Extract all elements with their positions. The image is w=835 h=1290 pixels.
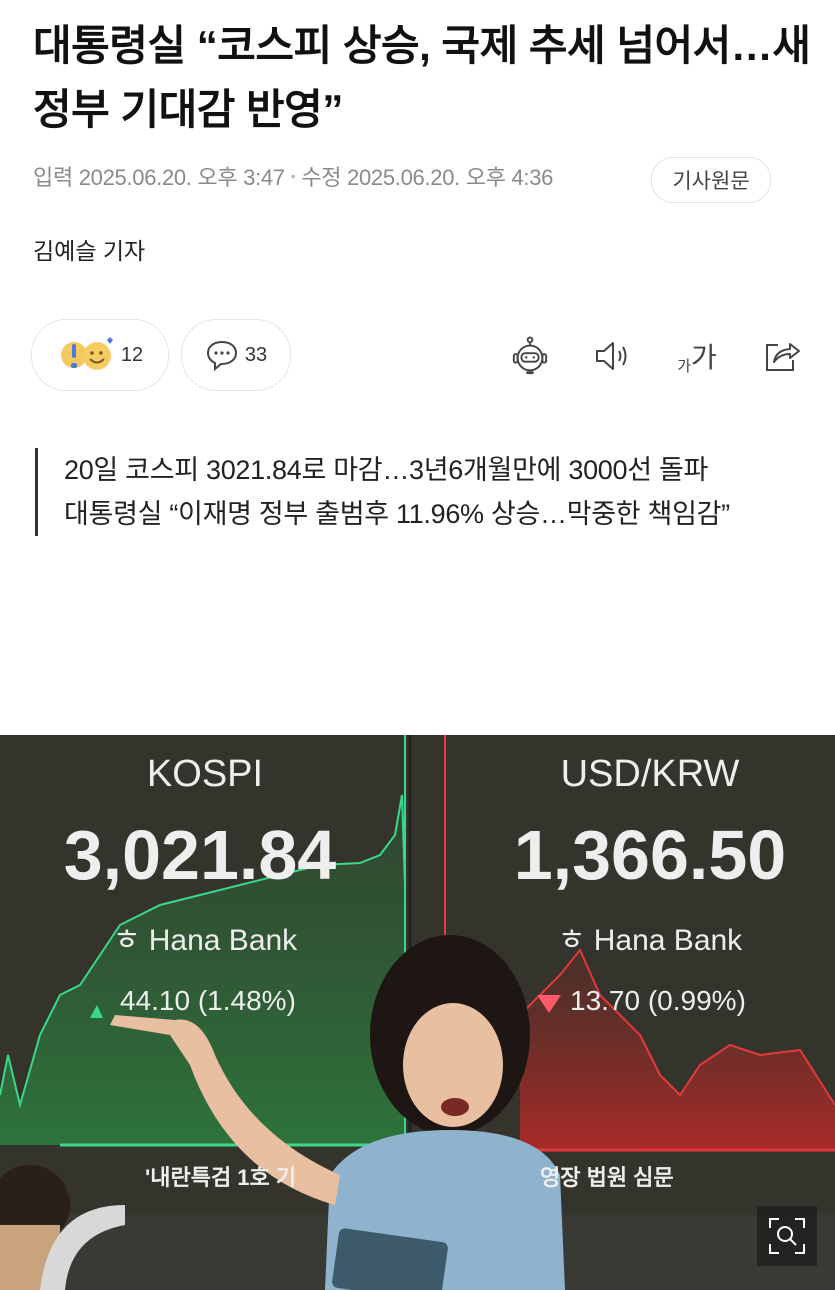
- usd-chart-line: [519, 948, 835, 1106]
- up-triangle-icon: [90, 1005, 103, 1018]
- kospi-value: 3,021.84: [63, 816, 337, 894]
- photo-zoom-button[interactable]: [757, 1206, 817, 1266]
- kospi-chart-area: [0, 795, 405, 1145]
- summary-line: 20일 코스피 3021.84로 마감…3년6개월만에 3000선 돌파: [64, 455, 709, 485]
- summary-line: 대통령실 “이재명 정부 출범후 11.96% 상승…막중한 책임감”: [64, 499, 730, 529]
- input-label: 입력: [33, 165, 73, 190]
- edit-label: 수정: [301, 165, 342, 190]
- usd-bank-logo: ㅎ Hana Bank: [557, 924, 743, 957]
- edit-time: 2025.06.20. 오후 4:36: [347, 165, 554, 190]
- kospi-bank-logo: ㅎ Hana Bank: [112, 924, 298, 957]
- speaker-icon: [596, 342, 627, 370]
- comment-count: 33: [244, 343, 268, 366]
- comment-icon: [206, 340, 237, 372]
- kospi-label: KOSPI: [146, 753, 264, 795]
- usd-change: 13.70 (0.99%): [570, 985, 746, 1016]
- reaction-count: 12: [120, 343, 144, 366]
- byline[interactable]: 김예슬 기자: [33, 238, 146, 264]
- usd-value: 1,366.50: [513, 816, 787, 894]
- share-button[interactable]: [762, 336, 802, 376]
- article-photo[interactable]: KOSPI 3,021.84 ㅎ Hana Bank 44.10 (1.48%)…: [0, 735, 835, 1290]
- text-to-speech-button[interactable]: [593, 336, 633, 376]
- comment-button[interactable]: 33: [181, 319, 291, 391]
- reaction-button[interactable]: 12: [31, 319, 169, 391]
- separator-dot: •: [290, 168, 296, 184]
- kospi-change: 44.10 (1.48%): [120, 985, 296, 1016]
- board-charts: [0, 735, 835, 1290]
- ai-summary-button[interactable]: [510, 336, 550, 376]
- person-left: [0, 1165, 70, 1245]
- share-icon: [766, 343, 800, 371]
- ai-summary-robot-icon: [512, 336, 548, 375]
- reaction-emoji-icon: [60, 337, 113, 370]
- usd-chart-area: [520, 950, 835, 1150]
- zoom-magnifier-icon: [769, 1218, 805, 1254]
- article-summary: 20일 코스피 3021.84로 마감…3년6개월만에 3000선 돌파 대통령…: [35, 448, 814, 536]
- article-meta: 입력 2025.06.20. 오후 3:47 • 수정 2025.06.20. …: [33, 160, 553, 192]
- down-triangle-icon: [537, 995, 561, 1013]
- original-article-button[interactable]: 기사원문: [651, 157, 771, 203]
- kospi-chart-line: [0, 794, 406, 1109]
- ticker-left: '내란특검 1호 기: [145, 1165, 297, 1190]
- input-time: 2025.06.20. 오후 3:47: [78, 165, 285, 190]
- ticker-right: 영장 법원 심문: [540, 1165, 674, 1190]
- usd-label: USD/KRW: [560, 753, 740, 795]
- article-title: 대통령실 “코스피 상승, 국제 추세 넘어서…새 정부 기대감 반영”: [33, 22, 811, 133]
